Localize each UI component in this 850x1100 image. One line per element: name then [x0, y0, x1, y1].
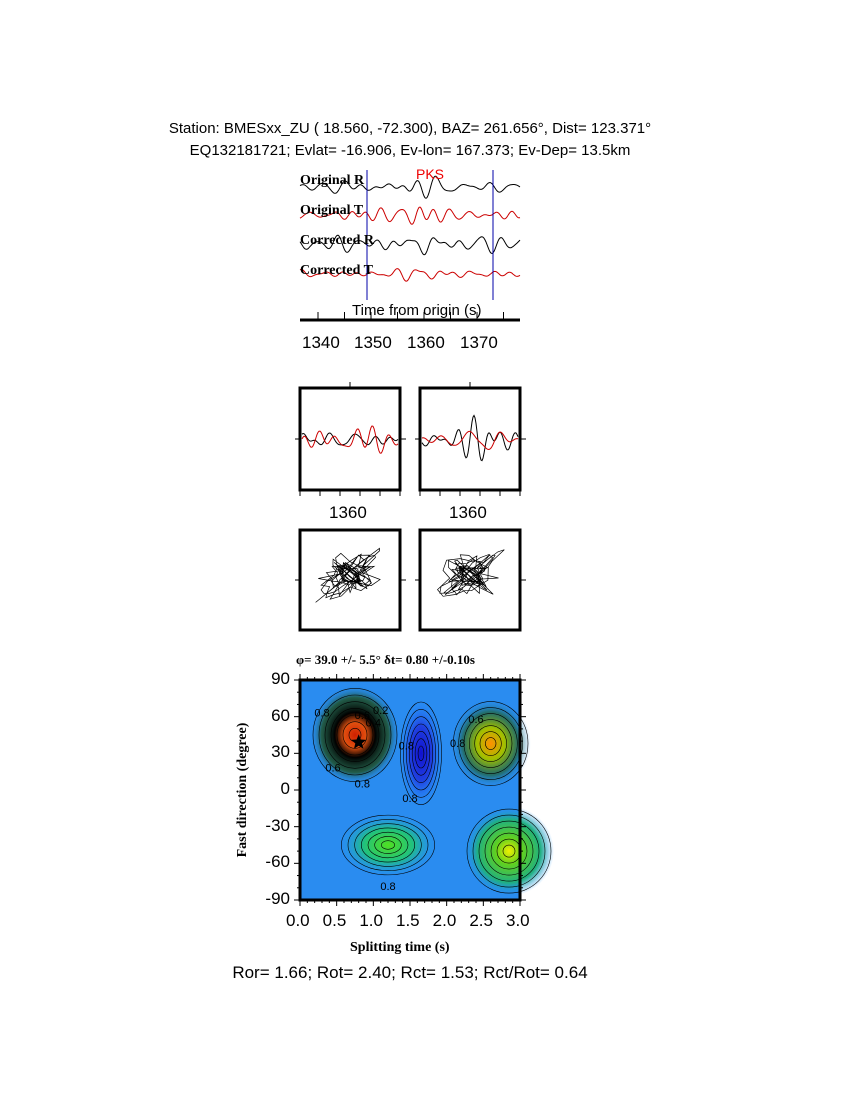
contour-line: [354, 823, 422, 867]
contour-line: [414, 738, 428, 769]
trace-label: Original R: [300, 173, 365, 188]
contour-line: [463, 713, 518, 774]
contour-line: [318, 694, 392, 776]
x-axis-label: Splitting time (s): [350, 940, 450, 955]
seismogram-trace: [299, 206, 521, 225]
contour-line: [472, 814, 546, 888]
contour-line: [408, 723, 434, 783]
misfit-blob: [338, 813, 438, 877]
contour-line: [342, 721, 368, 749]
contour-label: 0.4: [366, 717, 381, 729]
window-trace-t: [301, 425, 399, 454]
particle-motion-trace: [315, 547, 381, 603]
contour-line: [400, 701, 442, 805]
contour-line: [411, 731, 431, 776]
y-tick-label: -60: [265, 852, 290, 872]
contour-line: [324, 701, 386, 769]
x-tick-label: 3.0: [506, 911, 530, 930]
y-axis-label: Fast direction (degree): [235, 722, 250, 858]
x-tick-label: 1360: [407, 333, 445, 352]
contour-line: [479, 731, 502, 756]
window-trace-r: [421, 414, 519, 462]
trace-label: Corrected T: [300, 263, 373, 278]
trace-label: Corrected R: [300, 233, 374, 248]
phase-label: PKS: [416, 166, 445, 182]
x-tick-label: 2.0: [432, 911, 457, 930]
contour-line: [458, 707, 523, 780]
contour-line: [312, 688, 398, 782]
seismogram-trace: [299, 234, 521, 256]
splitting-title: φ= 39.0 +/- 5.5° δt= 0.80 +/-0.10s: [296, 652, 475, 667]
x-tick-label: 1340: [302, 333, 340, 352]
misfit-blob: [399, 698, 443, 809]
contour-line: [466, 808, 552, 894]
y-tick-label: -30: [265, 815, 290, 835]
x-tick-label: 1360: [449, 503, 487, 522]
x-tick-label: 1.5: [396, 911, 420, 930]
x-tick-label: 1.0: [359, 911, 383, 930]
x-tick-label: 2.5: [469, 911, 493, 930]
seismogram-trace: [299, 175, 521, 199]
y-tick-label: 90: [271, 669, 290, 688]
x-tick-label: 1360: [329, 503, 367, 522]
contour-line: [403, 709, 439, 798]
contour-line: [490, 832, 528, 870]
contour-label: 0.2: [373, 705, 388, 717]
contour-label: 0.6: [355, 710, 370, 722]
contour-line: [417, 745, 425, 761]
best-fit-star-icon: [351, 734, 367, 749]
contour-label: 0.8: [380, 881, 395, 893]
x-tick-label: 1370: [460, 333, 498, 352]
y-tick-label: 30: [271, 742, 290, 762]
contour-line: [453, 701, 529, 786]
contour-line: [367, 831, 409, 859]
misfit-blob: [450, 698, 531, 789]
y-tick-label: -90: [265, 889, 290, 908]
seismogram-trace: [299, 268, 521, 282]
contour-label: 0.8: [314, 708, 329, 720]
contour-label: 0.8: [355, 779, 370, 791]
particle-motion-trace: [437, 549, 505, 597]
contour-label: 0.8: [450, 738, 465, 750]
window-trace-t: [421, 430, 519, 451]
y-tick-label: 60: [271, 705, 290, 725]
contour-line: [381, 840, 395, 850]
contour-line: [347, 819, 429, 871]
station-info: Station: BMESxx_ZU ( 18.560, -72.300), B…: [168, 120, 652, 137]
contour-label: 0.8: [402, 793, 417, 805]
x-tick-label: 1350: [354, 333, 392, 352]
misfit-blob: [464, 806, 554, 897]
contour-line: [374, 836, 402, 854]
contour-line: [469, 719, 513, 768]
y-tick-label: 0: [280, 779, 290, 798]
trace-label: Original T: [300, 203, 364, 218]
contour-line: [474, 725, 507, 762]
contour-line: [484, 826, 534, 876]
contour-label: 0.6: [325, 763, 340, 775]
contour-label: 0.8: [399, 741, 414, 753]
contour-line: [406, 716, 436, 791]
x-tick-label: 0.5: [322, 911, 347, 930]
footer-ratios: Ror= 1.66; Rot= 2.40; Rct= 1.53; Rct/Rot…: [232, 963, 588, 982]
x-axis-label: Time from origin (s): [352, 302, 482, 319]
contour-line: [361, 827, 415, 863]
contour-line: [502, 844, 516, 858]
contour-line: [485, 737, 497, 750]
window-trace-r: [301, 432, 399, 446]
event-info: EQ132181721; Evlat= -16.906, Ev-lon= 167…: [189, 142, 631, 159]
contour-label: 0.6: [468, 714, 483, 726]
contour-line: [478, 820, 540, 882]
x-tick-label: 0.0: [286, 911, 310, 930]
contour-line: [330, 708, 380, 762]
contour-line: [341, 814, 435, 876]
contour-line: [336, 714, 374, 756]
misfit-blob: [310, 685, 400, 785]
